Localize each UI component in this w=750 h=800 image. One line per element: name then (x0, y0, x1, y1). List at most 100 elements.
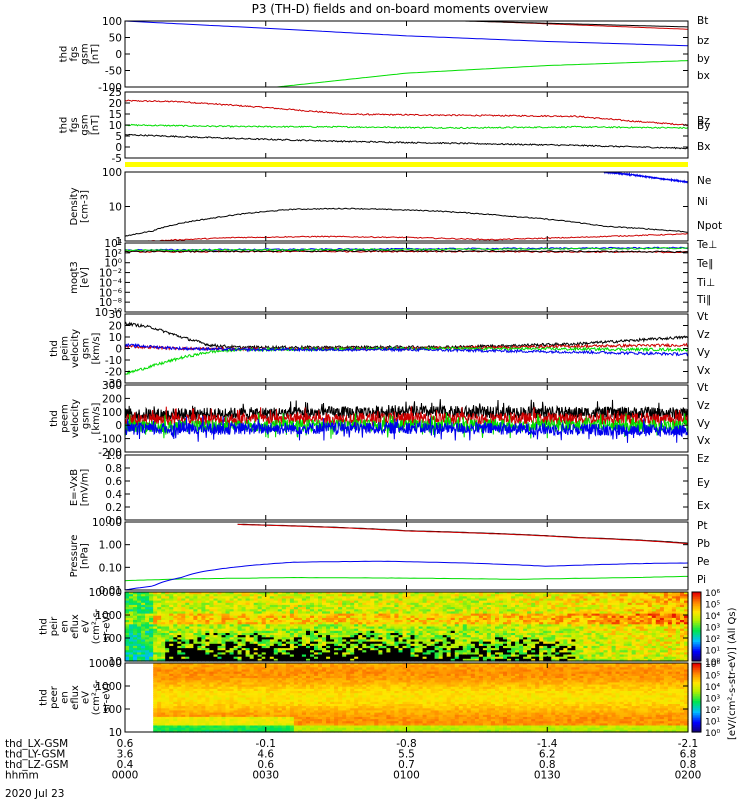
spectrogram-cell (523, 650, 528, 653)
spectrogram-cell (237, 626, 243, 630)
spectrogram-cell (205, 658, 210, 662)
spectrogram-cell (442, 652, 448, 656)
spectrogram-cell (474, 620, 480, 623)
spectrogram-cell (486, 596, 492, 600)
spectrogram-cell (330, 641, 335, 645)
spectrogram-cell (149, 630, 154, 634)
spectrogram-cell (410, 592, 416, 595)
spectrogram-cell (233, 609, 239, 613)
spectrogram-cell (478, 633, 484, 636)
spectrogram-cell (571, 624, 576, 628)
spectrogram-cell (161, 620, 166, 623)
spectrogram-cell (619, 613, 625, 617)
spectrogram-cell (129, 656, 134, 660)
spectrogram-cell (354, 624, 359, 628)
spectrogram-cell (137, 604, 142, 608)
spectrogram-cell (623, 596, 629, 600)
spectrogram-cell (450, 637, 456, 641)
spectrogram-cell (378, 658, 383, 662)
y-tick-label: -10 (105, 355, 122, 367)
spectrogram-cell (575, 598, 580, 602)
y-tick-label: 10⁰ (104, 258, 122, 270)
spectrogram-cell (133, 609, 138, 613)
spectrogram-cell (221, 592, 227, 595)
spectrogram-cell (281, 648, 287, 651)
spectrogram-cell (575, 594, 580, 597)
spectrogram-cell (466, 633, 472, 636)
spectrogram-cell (241, 609, 247, 613)
spectrogram-cell (495, 630, 500, 634)
spectrogram-cell (185, 630, 190, 634)
spectrogram-cell (297, 656, 303, 660)
spectrogram-cell (486, 648, 492, 651)
spectrogram-cell (643, 626, 649, 630)
spectrogram-cell (245, 600, 251, 604)
spectrogram-cell (462, 639, 468, 643)
spectrogram-cell (426, 648, 432, 651)
spectrogram-cell (571, 643, 576, 647)
spectrogram-cell (289, 600, 295, 604)
legend-entry: Bz (697, 115, 710, 127)
spectrogram-cell (450, 639, 456, 643)
spectrogram-cell (201, 645, 206, 649)
spectrogram-cell (173, 607, 178, 610)
y-axis-label: thd (58, 117, 69, 134)
spectrogram-cell (378, 624, 383, 628)
spectrogram-cell (571, 617, 576, 621)
spectrogram-cell (519, 654, 524, 658)
spectrogram-cell (627, 594, 633, 597)
spectrogram-cell (579, 637, 584, 641)
spectrogram-cell (209, 592, 214, 595)
spectrogram-cell (623, 654, 629, 658)
spectrogram-cell (326, 615, 331, 619)
spectrogram-cell (486, 650, 492, 653)
spectrogram-cell (559, 598, 564, 602)
spectrogram-cell (647, 637, 653, 641)
spectrogram-cell (133, 596, 138, 600)
spectrogram-cell (149, 592, 154, 595)
spectrogram-cell (249, 639, 255, 643)
spectrogram-cell (233, 594, 239, 597)
spectrogram-cell (587, 656, 593, 660)
spectrogram-cell (531, 609, 536, 613)
spectrogram-cell (482, 594, 488, 597)
spectrogram-cell (507, 643, 512, 647)
y-tick-label: 15 (109, 109, 122, 121)
spectrogram-cell (587, 626, 593, 630)
spectrogram-cell (551, 598, 556, 602)
spectrogram-cell (378, 628, 383, 632)
y-tick-label: 10⁻¹⁰ (95, 307, 122, 319)
spectrogram-cell (543, 596, 548, 600)
y-tick-label: 100 (102, 407, 122, 419)
panel-frame (124, 521, 689, 591)
spectrogram-cell (277, 645, 283, 649)
spectrogram-cell (434, 607, 440, 610)
spectrogram-cell (225, 594, 231, 597)
spectrogram-cell (466, 617, 472, 621)
spectrogram-cell (185, 596, 190, 600)
spectrogram-cell (446, 643, 452, 647)
spectrogram-cell (470, 604, 476, 608)
spectrogram-cell (386, 622, 391, 625)
spectrogram-cell (535, 658, 540, 662)
spectrogram-cell (237, 594, 243, 597)
spectrogram-cell (531, 622, 536, 625)
spectrogram-cell (599, 617, 605, 621)
spectrogram-cell (386, 596, 391, 600)
spectrogram-cell (466, 635, 472, 638)
spectrogram-cell (301, 643, 307, 647)
spectrogram-cell (133, 611, 138, 615)
spectrogram-cell (579, 639, 584, 643)
spectrogram-cell (527, 654, 532, 658)
spectrogram-cell (338, 592, 343, 595)
spectrogram-cell (322, 624, 327, 628)
spectrogram-cell (503, 592, 508, 595)
spectrogram-cell (145, 650, 150, 653)
spectrogram-cell (322, 628, 327, 632)
spectrogram-cell (511, 626, 516, 630)
spectrogram-cell (153, 594, 158, 597)
spectrogram-cell (289, 624, 295, 628)
spectrogram-cell (603, 617, 609, 621)
spectrogram-cell (326, 620, 331, 623)
spectrogram-cell (434, 592, 440, 595)
